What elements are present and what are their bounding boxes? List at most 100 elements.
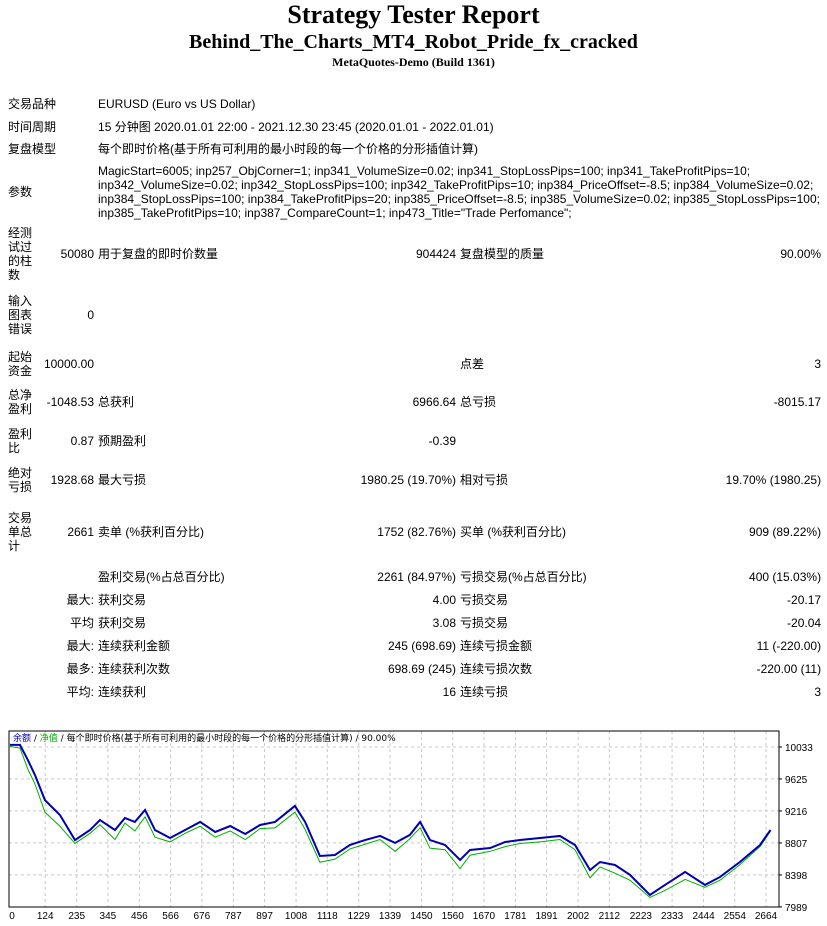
- y-tick-label: 7989: [785, 903, 808, 914]
- stat-value: 90.00%: [780, 247, 822, 261]
- stat-label: 经测试过的柱数: [8, 226, 33, 282]
- stat-label: [96, 346, 276, 382]
- stat-value: 245 (698.69): [387, 638, 457, 653]
- params-label: 参数: [8, 185, 33, 199]
- symbol-label: 交易品种: [8, 96, 57, 111]
- stat-value: 平均: [70, 615, 95, 630]
- x-tick-label: 1781: [504, 911, 527, 922]
- stat-label: 起始资金: [8, 350, 33, 378]
- equity-line: [9, 745, 771, 899]
- row-period: 时间周期 15 分钟图 2020.01.01 22:00 - 2021.12.30…: [6, 115, 823, 138]
- stat-label: 总获利: [98, 395, 135, 409]
- stat-label: 获利交易: [98, 593, 147, 607]
- x-tick-label: 0: [9, 911, 15, 922]
- legend-sep2: /: [58, 734, 67, 744]
- stat-label: 连续获利金额: [98, 638, 171, 653]
- stat-value: 698.69 (245): [387, 661, 457, 676]
- stat-value: -220.00 (11): [756, 661, 822, 676]
- stat-label: 总净盈利: [8, 388, 33, 416]
- stat-value: 904424: [415, 247, 457, 261]
- x-tick-label: 235: [68, 911, 85, 922]
- stat-value: 16: [442, 684, 457, 699]
- stats-row: 最多: 连续获利次数 698.69 (245) 连续亏损次数 -220.00 (11): [6, 657, 823, 680]
- stat-value: -1048.53: [46, 395, 95, 409]
- stat-value: 19.70% (1980.25): [725, 473, 822, 487]
- stats-row: 交易单总计 2661 卖单 (%获利百分比) 1752 (82.76%) 买单 (%获利…: [6, 500, 823, 564]
- x-tick-label: 1560: [442, 911, 465, 922]
- stat-value: [276, 284, 458, 346]
- stat-value: 909 (89.22%): [749, 525, 822, 539]
- stat-label: 连续亏损次数: [460, 661, 533, 676]
- x-tick-label: 1008: [285, 911, 308, 922]
- stat-value: 2661: [67, 525, 95, 539]
- stat-value: -8015.17: [773, 395, 822, 409]
- x-tick-label: 2223: [630, 911, 653, 922]
- stat-label: 亏损交易: [460, 615, 509, 630]
- stat-value: 最大:: [66, 638, 95, 653]
- stat-value: 0.87: [70, 434, 95, 448]
- stats-row: 起始资金 10000.00 点差 3: [6, 346, 823, 382]
- stat-label: 盈利比: [8, 427, 33, 455]
- stat-value: 1980.25 (19.70%): [360, 473, 457, 487]
- stat-label: [6, 657, 36, 680]
- x-tick-label: 1450: [410, 911, 433, 922]
- expert-name: Behind_The_Charts_MT4_Robot_Pride_fx_cra…: [189, 31, 638, 53]
- stat-label: 用于复盘的即时价数量: [98, 247, 219, 261]
- stat-label: 连续亏损金额: [460, 638, 533, 653]
- stats-row: 平均 获利交易 3.08 亏损交易 -20.04: [6, 611, 823, 634]
- stat-value: 10000.00: [43, 357, 95, 371]
- row-params: 参数 MagicStart=6005; inp257_ObjCorner=1; i…: [6, 160, 823, 224]
- stat-label: 连续亏损: [460, 684, 509, 699]
- x-tick-label: 2664: [755, 911, 778, 922]
- x-tick-label: 1339: [379, 911, 402, 922]
- y-tick-label: 9625: [785, 775, 808, 786]
- legend-sep1: /: [31, 734, 40, 744]
- stat-value: 6966.64: [412, 395, 457, 409]
- row-model: 复盘模型 每个即时价格(基于所有可利用的最小时段的每一个价格的分形插值计算): [6, 138, 823, 160]
- stat-label: 预期盈利: [98, 434, 147, 448]
- stat-label: 亏损交易: [460, 593, 509, 607]
- x-tick-label: 2112: [599, 911, 621, 922]
- period-label: 时间周期: [8, 119, 57, 134]
- legend-balance: 余额: [13, 732, 31, 744]
- balance-chart: 0 124 235 345 456 566 676 787 897 1008 1118 1229 133…: [8, 730, 813, 922]
- x-tick-label: 787: [225, 911, 242, 922]
- x-tick-label: 897: [256, 911, 273, 922]
- stat-value: [276, 346, 458, 382]
- stat-value: [638, 422, 823, 460]
- stats-row: 平均: 连续获利 16 连续亏损 3: [6, 680, 823, 703]
- x-tick-label: 345: [100, 911, 117, 922]
- x-tick-label: 2444: [692, 911, 715, 922]
- legend-rest: 每个即时价格(基于所有可利用的最小时段的每一个价格的分形插值计算) / 90.0…: [67, 732, 397, 744]
- symbol-value: EURUSD (Euro vs US Dollar): [98, 96, 256, 111]
- stat-value: 50080: [60, 247, 95, 261]
- x-tick-label: 676: [193, 911, 210, 922]
- stat-value: -20.17: [787, 593, 822, 607]
- stats-row: 盈利比 0.87 预期盈利 -0.39: [6, 422, 823, 460]
- x-tick-label: 124: [37, 911, 54, 922]
- params-value: MagicStart=6005; inp257_ObjCorner=1; inp…: [98, 164, 820, 220]
- stats-row: 最大: 连续获利金额 245 (698.69) 连续亏损金额 11 (-220.00): [6, 634, 823, 657]
- y-tick-label: 8807: [785, 839, 808, 850]
- stats-row: 输入图表错误 0: [6, 284, 823, 346]
- stat-value: 11 (-220.00): [756, 638, 822, 653]
- stat-label: [96, 284, 276, 346]
- chart-legend: 余额 / 净值 / 每个即时价格(基于所有可利用的最小时段的每一个价格的分形插值…: [13, 732, 396, 744]
- stat-value: 最多:: [66, 661, 95, 676]
- stat-label: 相对亏损: [460, 473, 509, 487]
- row-symbol: 交易品种 EURUSD (Euro vs US Dollar): [6, 92, 823, 115]
- stat-label: 获利交易: [98, 615, 147, 630]
- x-tick-label: 2002: [567, 911, 590, 922]
- stat-label: [6, 634, 36, 657]
- stat-value: 3: [814, 684, 822, 699]
- stat-label: [6, 680, 36, 703]
- stat-label: 总亏损: [460, 395, 497, 409]
- stats-row: 总净盈利 -1048.53 总获利 6966.64 总亏损 -8015.17: [6, 382, 823, 422]
- y-tick-label: 8398: [785, 871, 808, 882]
- x-tick-label: 566: [162, 911, 179, 922]
- plot-frame: [8, 730, 780, 908]
- stat-value: [36, 564, 96, 589]
- stat-value: [638, 284, 823, 346]
- stats-row: 盈利交易(%占总百分比) 2261 (84.97%) 亏损交易(%占总百分比) 400…: [6, 564, 823, 589]
- stat-label: 连续获利次数: [98, 661, 171, 676]
